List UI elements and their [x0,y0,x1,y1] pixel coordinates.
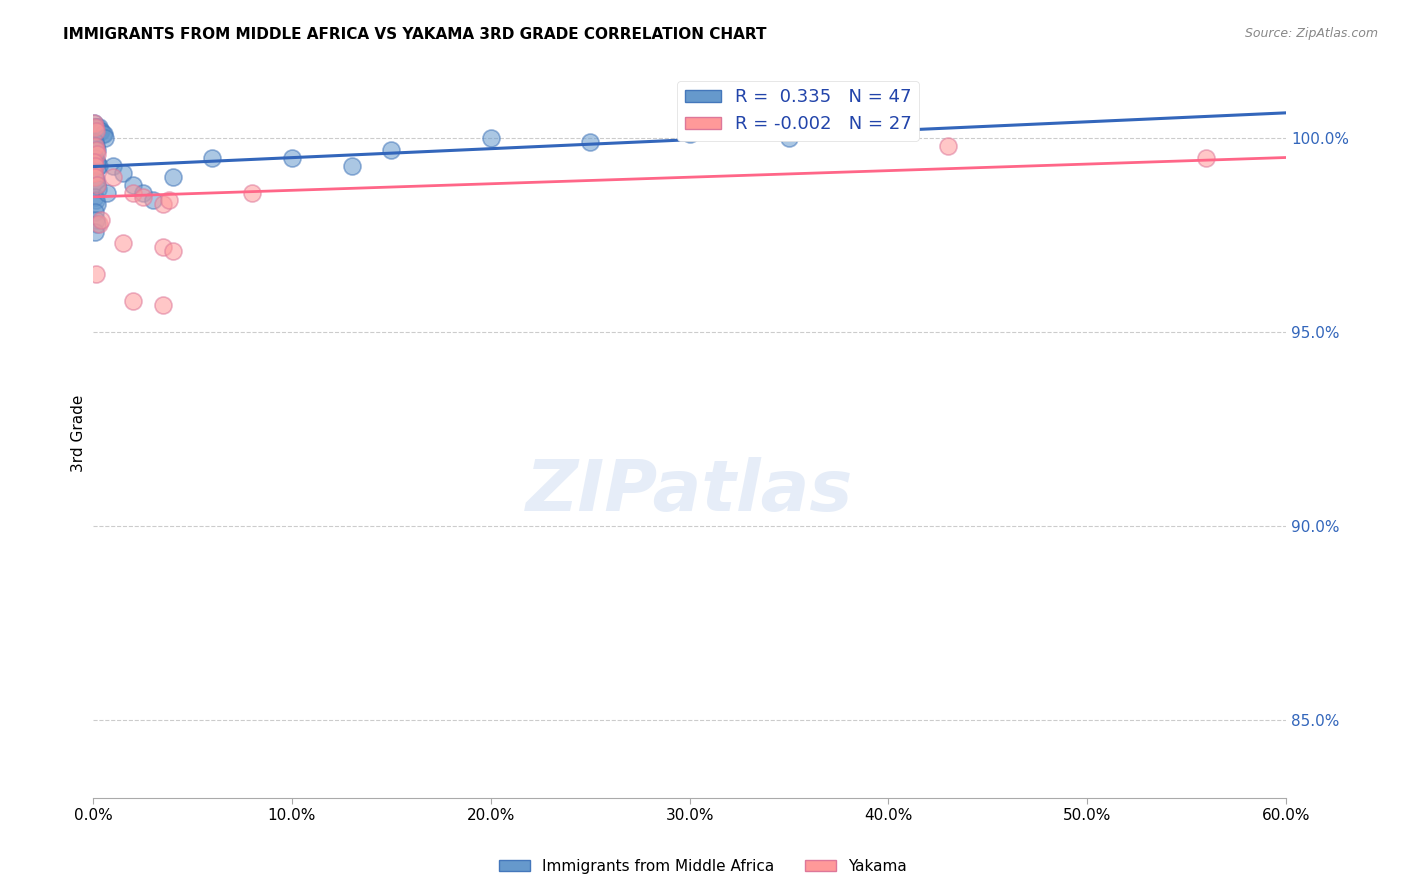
Point [89,217,111,231]
Point [83,154,105,169]
Point [83,128,105,142]
Point [84,174,107,188]
Point [89,123,111,137]
Point [479,131,502,145]
Point [86,178,108,192]
Point [93,128,115,142]
Point [111,236,134,251]
Y-axis label: 3rd Grade: 3rd Grade [72,394,86,472]
Point [84,120,107,134]
Point [83,116,105,130]
Text: ZIPatlas: ZIPatlas [526,458,853,526]
Point [162,170,184,185]
Point [84,225,107,239]
Point [579,135,602,149]
Point [84,170,107,185]
Point [84,267,107,281]
Point [678,128,700,142]
Point [84,212,107,227]
Point [84,139,107,153]
Point [84,194,107,208]
Point [87,159,110,173]
Point [142,194,165,208]
Point [1195,151,1218,165]
Point [86,154,108,169]
Point [84,159,107,173]
Point [87,182,110,196]
Point [86,178,108,192]
Point [87,123,110,137]
Point [111,166,134,180]
Point [101,170,124,185]
Point [132,186,155,200]
Point [157,194,180,208]
Point [201,151,224,165]
Point [96,186,118,200]
Point [122,178,145,192]
Legend: Immigrants from Middle Africa, Yakama: Immigrants from Middle Africa, Yakama [494,853,912,880]
Point [84,205,107,219]
Point [84,143,107,157]
Point [84,154,107,169]
Point [936,139,959,153]
Point [152,298,174,312]
Point [778,131,800,145]
Point [86,120,108,134]
Point [94,131,117,145]
Point [132,189,155,203]
Point [84,135,107,149]
Point [877,123,900,137]
Point [91,128,114,142]
Point [340,159,363,173]
Point [86,217,108,231]
Point [152,197,174,211]
Point [84,170,107,185]
Point [83,166,105,180]
Text: IMMIGRANTS FROM MIDDLE AFRICA VS YAKAMA 3RD GRADE CORRELATION CHART: IMMIGRANTS FROM MIDDLE AFRICA VS YAKAMA … [63,27,766,42]
Point [84,139,107,153]
Point [84,189,107,203]
Point [380,143,402,157]
Point [101,159,124,173]
Point [240,186,263,200]
Point [84,120,107,134]
Point [86,143,108,157]
Point [152,240,174,254]
Point [86,147,108,161]
Point [84,151,107,165]
Point [122,294,145,309]
Point [83,116,105,130]
Legend: R =  0.335   N = 47, R = -0.002   N = 27: R = 0.335 N = 47, R = -0.002 N = 27 [678,81,920,141]
Point [84,123,107,137]
Point [162,244,184,258]
Point [86,197,108,211]
Point [122,186,145,200]
Point [90,123,112,137]
Text: Source: ZipAtlas.com: Source: ZipAtlas.com [1244,27,1378,40]
Point [84,120,107,134]
Point [90,212,112,227]
Point [281,151,304,165]
Point [89,159,111,173]
Point [89,120,111,134]
